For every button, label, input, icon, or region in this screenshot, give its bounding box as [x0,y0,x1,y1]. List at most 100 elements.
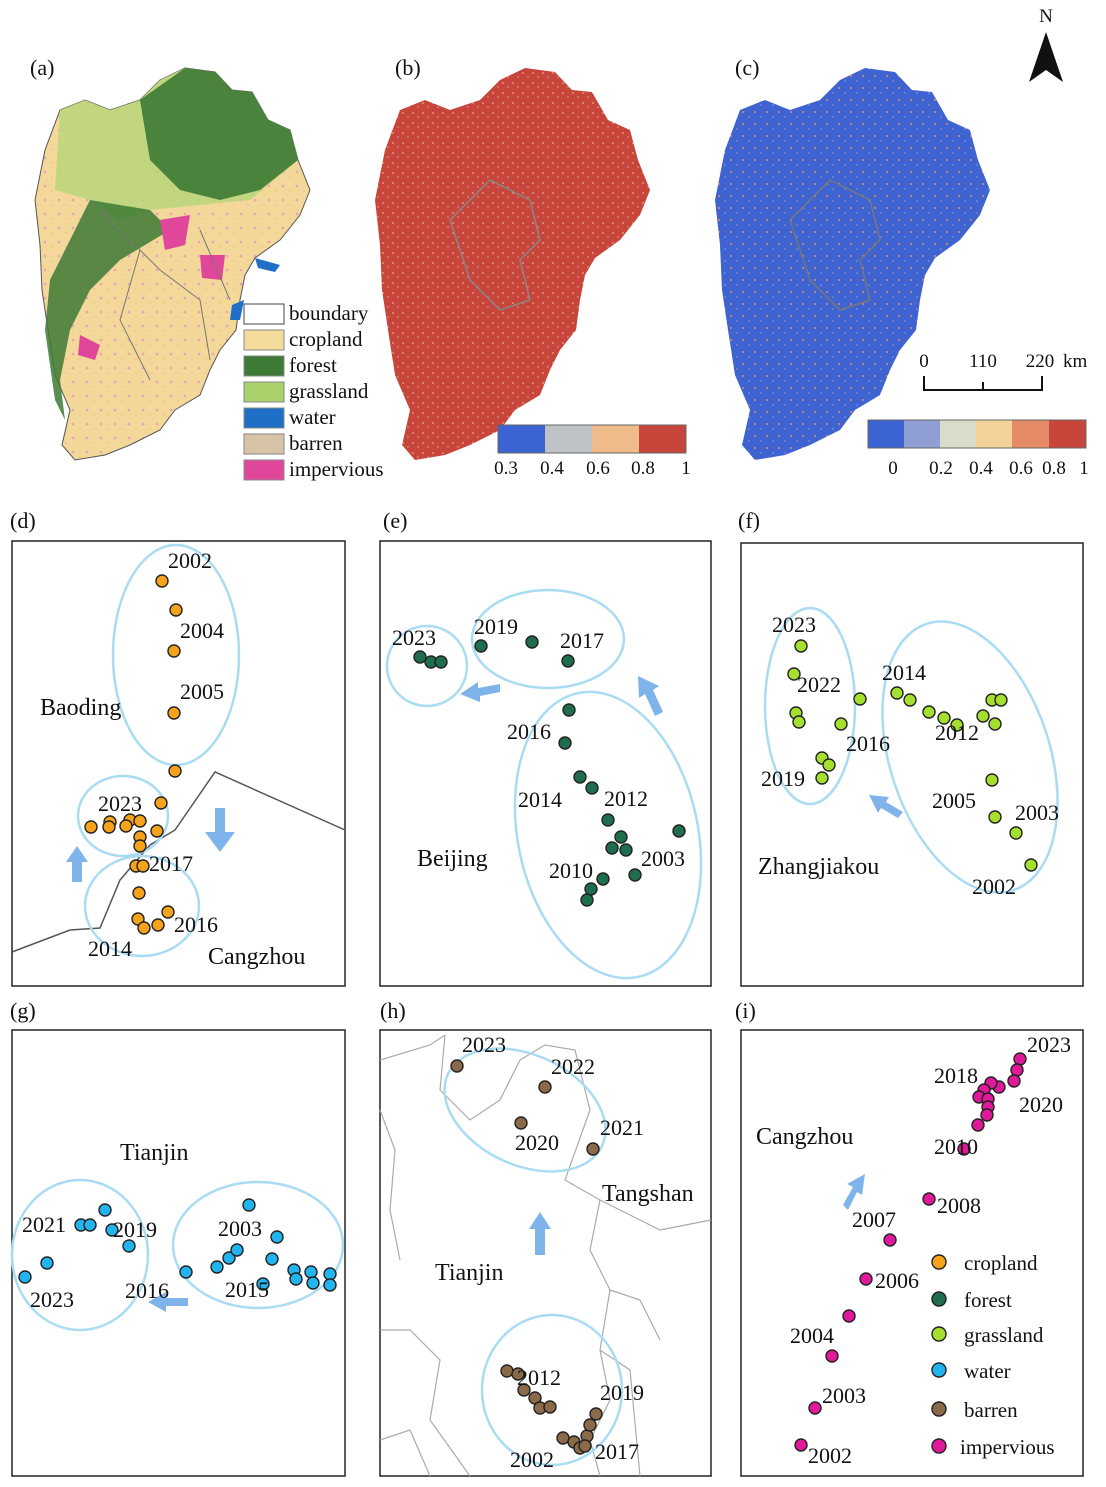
map-a [34,67,311,461]
panel-label-c: (c) [735,55,759,80]
legend-swatch-boundary [243,303,285,325]
point [957,1142,971,1156]
point [167,706,181,720]
point [573,770,587,784]
region-uncertainty-c [715,68,990,460]
point [256,1277,270,1291]
point [132,886,146,900]
colorbar-c-tick-4: 0.6 [1009,458,1033,479]
point [323,1278,337,1292]
point [151,918,165,932]
panel-f-year-2003: 2003 [1015,800,1059,825]
point [794,639,808,653]
panel-i-points [794,1052,1027,1452]
point [83,1218,97,1232]
panel-g-arrow-left [148,1292,188,1312]
panel-g-city-tianjin: Tianjin [120,1140,188,1166]
point [514,1116,528,1130]
legend-swatch-barren [243,433,285,455]
panel-h-year-2023: 2023 [462,1032,506,1057]
panel-i-year-2010: 2010 [934,1134,978,1159]
panel-e-year-2017: 2017 [560,628,604,653]
colorbar-c-swatch-6 [1049,420,1086,448]
scale-bar-line [923,376,1043,391]
panel-i-city-cangzhou: Cangzhou [756,1124,853,1150]
panel-f-year-2002: 2002 [972,874,1016,899]
region-consistency-b [375,68,650,460]
colorbar-b-tick-4: 0.8 [631,458,655,479]
colorbar-b-tick-1: 0.3 [494,458,518,479]
point [937,711,951,725]
panel-d: 2002 2004 2005 2023 2017 2016 2014 Baodi… [11,540,346,987]
point [1010,1063,1024,1077]
panel-h-year-2019: 2019 [600,1380,644,1405]
point [971,1118,985,1132]
colorbar-b-swatch-1 [498,425,545,453]
point [562,703,576,717]
legend-label-grassland: grassland [289,379,369,403]
panel-i-year-2008: 2008 [937,1193,981,1218]
scale-unit: km [1063,351,1088,372]
panel-h-year-2021: 2021 [600,1115,644,1140]
panel-h-cluster-1 [443,1047,607,1173]
panel-i-arrow-up-right [843,1174,865,1210]
panel-e-year-2023: 2023 [392,625,436,650]
legend-point-barren [931,1401,947,1417]
panel-e-cluster-2 [470,588,626,690]
point [596,872,610,886]
point [584,882,598,896]
point [543,1400,557,1414]
point-legend: cropland forest grassland water barren i… [931,1251,1055,1459]
boundary-beijing-tianjin-c [789,179,881,311]
panel-e-year-2003: 2003 [641,846,685,871]
point [323,1267,337,1281]
colorbar-c-tick-6: 1 [1079,458,1089,479]
legend-point-label-cropland: cropland [964,1251,1038,1275]
legend-point-label-water: water [964,1359,1011,1383]
panel-label-f: (f) [738,508,760,533]
point [122,1239,136,1253]
panel-g-cluster-2 [171,1180,345,1310]
point [834,717,848,731]
panel-label-b: (b) [395,55,421,80]
point [511,1367,525,1381]
point [922,1192,936,1206]
panel-f-year-2022: 2022 [797,672,841,697]
point [304,1265,318,1279]
colorbar-b-tick-2: 0.4 [540,458,564,479]
point [1013,1052,1027,1066]
panel-e-cluster-1 [385,624,469,708]
panel-e-year-2012: 2012 [604,786,648,811]
point [822,758,836,772]
panel-d-city-cangzhou: Cangzhou [208,944,305,970]
colorbar-c: 0 0.2 0.4 0.6 0.8 1 [867,419,1089,479]
colorbar-b-tick-5: 1 [681,458,691,479]
point [589,1407,603,1421]
point [561,654,575,668]
point [133,814,147,828]
point [179,1265,193,1279]
legend-swatch-water [243,407,285,429]
panel-h-boundaries [379,1034,712,1477]
north-arrow-left [1029,32,1046,82]
legend-swatch-forest [243,355,285,377]
panel-e-frame [379,540,712,987]
point [18,1270,32,1284]
legend-point-forest [931,1291,947,1307]
point [500,1364,514,1378]
panel-d-year-2014: 2014 [88,936,132,961]
panel-e-cluster-3 [513,690,703,980]
panel-label-d: (d) [10,508,36,533]
legend-swatch-cropland [243,329,285,351]
panel-g-year-2016: 2016 [125,1278,169,1303]
scale-tick-110: 110 [969,351,997,372]
point [150,824,164,838]
point [1007,1074,1021,1088]
panel-d-arrow-up [66,846,88,882]
county-boundaries-a [99,209,231,381]
point [169,603,183,617]
legend-point-grassland [931,1326,947,1342]
point [985,773,999,787]
point [413,650,427,664]
panel-g-year-2015: 2015 [225,1277,269,1302]
